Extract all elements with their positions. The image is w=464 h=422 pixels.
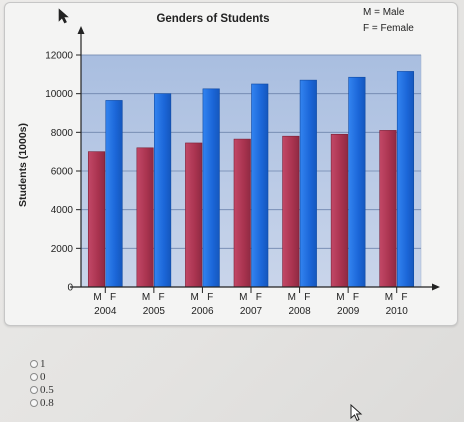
- y-tick-label: 10000: [45, 89, 73, 100]
- bar-sex-label: M: [288, 292, 296, 303]
- bar-F-2009: [348, 76, 366, 288]
- x-category-label: 2008: [288, 306, 311, 317]
- radio-button[interactable]: [30, 359, 38, 368]
- legend-male: M = Male: [363, 7, 405, 18]
- bar-sex-label: F: [159, 292, 165, 303]
- option-label: 1: [40, 357, 46, 370]
- bar-sex-label: F: [110, 292, 116, 303]
- radio-button[interactable]: [30, 385, 38, 394]
- x-category-label: 2004: [94, 306, 117, 317]
- bar-sex-label: M: [93, 292, 101, 303]
- x-category-label: 2009: [337, 306, 360, 317]
- bar-M-2008: [282, 135, 300, 288]
- option-1[interactable]: 1: [30, 357, 230, 370]
- bar-sex-label: M: [142, 292, 150, 303]
- y-tick-label: 8000: [51, 128, 74, 139]
- x-category-label: 2006: [191, 306, 214, 317]
- axes: [70, 26, 440, 291]
- y-tick-label: 12000: [45, 51, 73, 62]
- legend-female: F = Female: [363, 23, 414, 34]
- option-label: 0: [40, 370, 46, 383]
- bar-sex-label: F: [304, 292, 310, 303]
- bar-M-2004: [87, 151, 106, 288]
- y-tick-labels: 0 2000 4000 6000 8000 10000 12000: [45, 51, 81, 294]
- mouse-pointer-icon: [350, 404, 363, 422]
- bar-sex-label: M: [191, 292, 199, 303]
- option-0-5[interactable]: 0.5: [30, 383, 230, 396]
- bar-sex-label: M: [385, 292, 393, 303]
- y-tick-label: 4000: [51, 205, 74, 216]
- bars: [87, 71, 415, 288]
- bar-M-2009: [330, 133, 348, 288]
- y-tick-label: 2000: [51, 244, 74, 255]
- option-0[interactable]: 0: [30, 370, 230, 383]
- y-axis-label: Students (1000s): [17, 123, 29, 207]
- bar-sex-label: M: [336, 292, 344, 303]
- x-axis-arrow: [432, 283, 440, 291]
- bar-sex-label: M: [239, 292, 247, 303]
- bar-F-2005: [154, 93, 172, 288]
- radio-button[interactable]: [30, 372, 38, 381]
- bar-F-2010: [396, 71, 415, 288]
- bar-F-2008: [299, 79, 317, 288]
- x-category-label: 2005: [143, 306, 166, 317]
- bar-M-2005: [136, 147, 154, 288]
- option-label: 0.8: [40, 396, 54, 409]
- answer-options: 1 0 0.5 0.8: [30, 357, 230, 409]
- bar-M-2007: [233, 138, 251, 288]
- bar-F-2006: [202, 88, 220, 288]
- x-category-label: 2007: [240, 306, 263, 317]
- bar-M-2006: [185, 142, 203, 288]
- y-tick-label: 0: [67, 283, 73, 294]
- x-category-label: 2010: [386, 306, 409, 317]
- bar-M-2010: [379, 130, 397, 288]
- radio-button[interactable]: [30, 398, 38, 407]
- option-label: 0.5: [40, 383, 54, 396]
- mouse-pointer-icon: [58, 8, 69, 24]
- option-0-8[interactable]: 0.8: [30, 396, 230, 409]
- bar-sex-label: F: [207, 292, 213, 303]
- bar-sex-label: F: [353, 292, 359, 303]
- y-tick-label: 6000: [51, 167, 74, 178]
- bar-F-2004: [105, 100, 123, 288]
- chart-title: Genders of Students: [156, 13, 269, 25]
- bar-sex-label: F: [401, 292, 407, 303]
- bar-sex-label: F: [256, 292, 262, 303]
- bar-F-2007: [251, 83, 269, 288]
- y-axis-arrow: [77, 26, 85, 34]
